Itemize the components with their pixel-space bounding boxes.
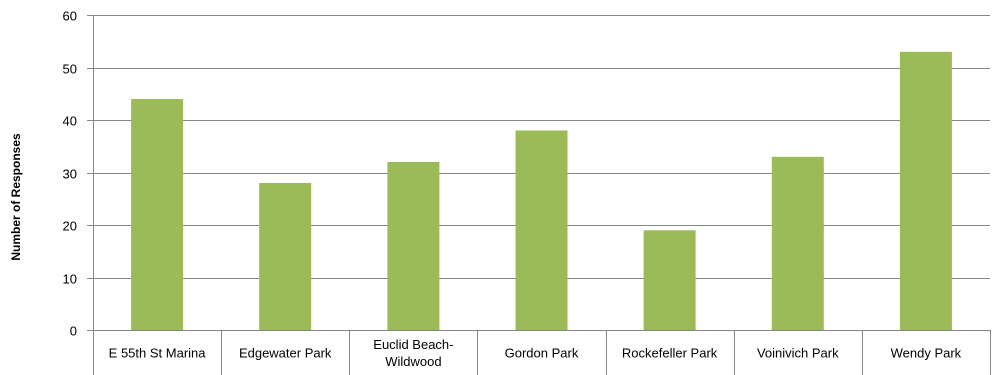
bar [899, 51, 952, 331]
axes [87, 15, 991, 375]
category-labels: E 55th St Marina Edgewater Park Euclid Bea… [109, 337, 962, 369]
x-tick-label: Edgewater Park [239, 346, 332, 361]
y-tick-label: 50 [63, 62, 77, 77]
y-tick-label: 0 [70, 324, 77, 339]
y-tick-label: 20 [63, 219, 77, 234]
y-tick-label: 10 [63, 272, 77, 287]
y-tick-labels: 0 10 20 30 40 50 60 [63, 9, 77, 339]
bar [131, 99, 184, 330]
x-tick-label: Wendy Park [891, 346, 962, 361]
y-axis-label: Number of Responses [9, 133, 23, 261]
bar [259, 183, 312, 330]
y-tick-label: 60 [63, 9, 77, 24]
y-tick-label: 30 [63, 167, 77, 182]
bar [643, 230, 696, 331]
bars [131, 51, 952, 331]
x-tick-label: Voinivich Park [757, 346, 839, 361]
x-tick-label: Rockefeller Park [622, 346, 718, 361]
x-tick-label: Gordon Park [505, 346, 579, 361]
bar [771, 156, 824, 331]
bar [387, 162, 440, 330]
x-tick-label: Euclid Beach-Wildwood [373, 337, 453, 369]
bar [515, 130, 568, 330]
y-tick-label: 40 [63, 114, 77, 129]
x-tick-label: E 55th St Marina [109, 346, 207, 361]
